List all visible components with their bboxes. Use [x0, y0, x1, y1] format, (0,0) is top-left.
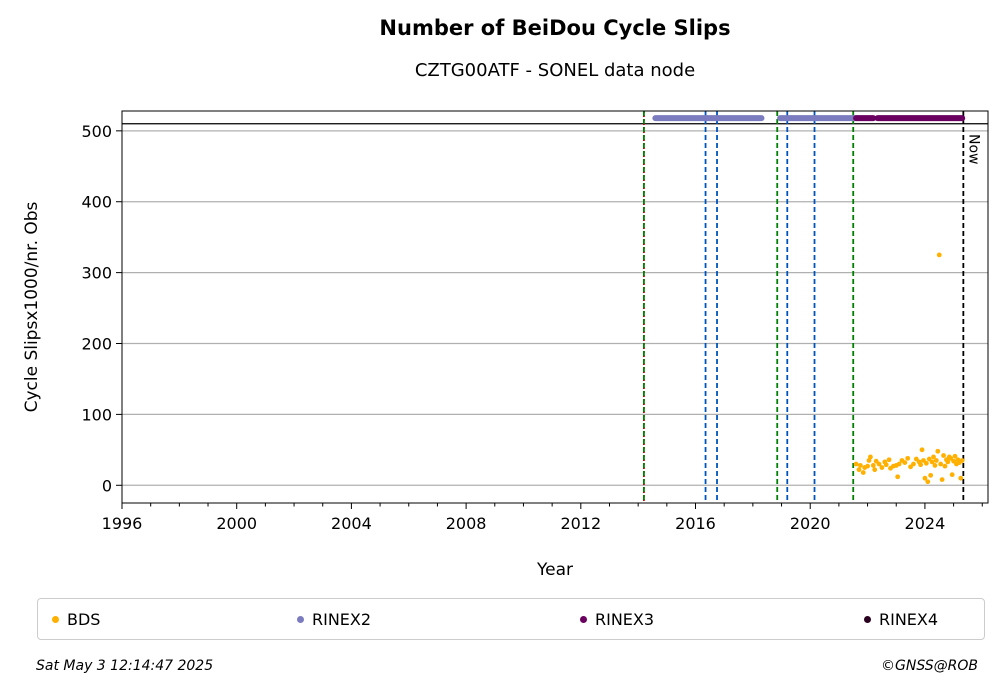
data-point — [933, 458, 939, 463]
data-point — [939, 477, 945, 483]
plot-frame — [121, 110, 989, 504]
data-point — [922, 475, 928, 481]
data-point — [865, 463, 870, 469]
x-tick-label: 2016 — [675, 514, 716, 533]
data-point — [928, 472, 934, 478]
data-point — [905, 455, 911, 461]
y-tick-label: 100 — [81, 405, 112, 424]
x-tick-label: 2000 — [216, 514, 257, 533]
data-point — [941, 453, 946, 458]
x-tick-label: 2008 — [446, 514, 487, 533]
x-tick-label: 1996 — [102, 514, 143, 533]
legend-label-rinex4: RINEX4 — [879, 609, 939, 629]
y-tick-label: 400 — [81, 193, 112, 212]
legend-item-bds: BDS — [52, 599, 100, 639]
data-point — [929, 459, 935, 465]
data-point — [938, 461, 944, 467]
y-tick-label: 200 — [81, 335, 112, 354]
legend-label-rinex2: RINEX2 — [312, 609, 372, 629]
legend-marker-rinex2 — [297, 615, 304, 623]
legend-item-rinex2: RINEX2 — [297, 599, 371, 639]
data-point — [872, 467, 878, 473]
data-point — [923, 460, 929, 466]
chart-title: Number of BeiDou Cycle Slips — [379, 16, 731, 40]
data-point — [925, 479, 931, 485]
data-point — [918, 462, 924, 468]
legend-item-rinex4: RINEX4 — [864, 599, 938, 639]
x-tick-label: 2020 — [790, 514, 831, 533]
legend-marker-bds — [52, 615, 59, 623]
data-point — [935, 448, 941, 454]
data-point — [895, 474, 901, 480]
event-lines — [642, 111, 965, 503]
data-point — [931, 454, 936, 460]
legend: BDS RINEX2 RINEX3 RINEX4 — [37, 598, 985, 640]
data-point — [857, 463, 863, 468]
data-point — [883, 462, 889, 468]
legend-item-rinex3: RINEX3 — [580, 599, 654, 639]
data-point — [860, 470, 866, 475]
data-point — [886, 457, 892, 463]
data-point — [936, 252, 942, 258]
data-point — [911, 461, 916, 467]
x-tick-label: 2024 — [905, 514, 946, 533]
y-tick-label: 0 — [102, 476, 112, 495]
data-point — [949, 472, 955, 478]
credit: ©GNSS@ROB — [881, 658, 978, 674]
data-point — [879, 465, 885, 470]
x-axis-label: Year — [536, 560, 573, 580]
y-axis-label: Cycle Slipsx1000/nr. Obs — [22, 201, 42, 412]
data-point — [902, 460, 908, 465]
data-point — [945, 459, 951, 465]
legend-marker-rinex4 — [864, 615, 871, 623]
timestamp: Sat May 3 12:14:47 2025 — [36, 658, 214, 674]
data-point — [919, 447, 925, 453]
legend-marker-rinex3 — [580, 615, 587, 623]
data-point — [942, 463, 948, 469]
data-point — [952, 453, 958, 459]
data-point — [856, 467, 862, 473]
bds-points — [853, 252, 965, 485]
axes: 1996 2000 2004 2008 2012 2016 2020 2024 0 100 200 3… — [81, 122, 983, 533]
chart-subtitle: CZTG00ATF - SONEL data node — [414, 60, 696, 81]
data-point — [853, 461, 859, 467]
legend-label-rinex3: RINEX3 — [595, 609, 655, 629]
legend-label-bds: BDS — [67, 609, 101, 629]
data-point — [876, 461, 882, 467]
y-tick-label: 300 — [81, 264, 112, 283]
data-point — [868, 454, 873, 460]
x-tick-label: 2004 — [331, 514, 372, 533]
data-point — [932, 463, 938, 468]
grid-lines — [122, 123, 988, 486]
y-tick-label: 500 — [81, 122, 112, 141]
data-point — [870, 463, 876, 468]
data-point — [959, 458, 965, 463]
now-label: Now — [965, 134, 981, 165]
data-point — [896, 461, 902, 467]
x-tick-label: 2012 — [560, 514, 601, 533]
data-point — [958, 475, 964, 481]
